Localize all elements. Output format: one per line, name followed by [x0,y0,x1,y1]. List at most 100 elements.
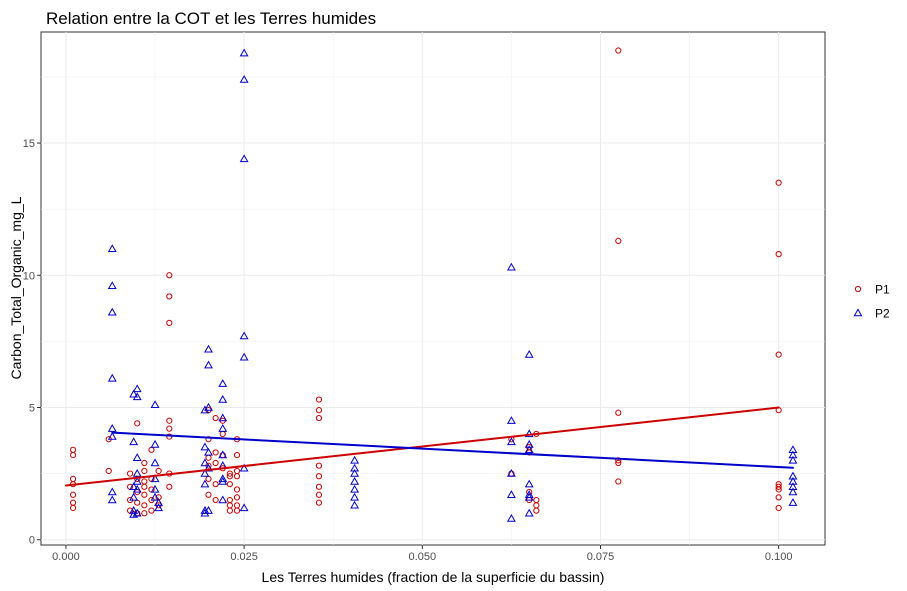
data-point [506,513,516,522]
data-point [775,179,782,186]
data-point [218,474,228,483]
data-point [524,429,534,438]
data-point [150,484,160,493]
data-point [107,487,117,496]
data-points [69,47,798,522]
x-tick-label: 0.000 [52,551,80,563]
data-point [132,453,142,461]
data-point [788,445,798,453]
data-point [150,439,160,448]
data-point [150,492,160,501]
data-point [204,463,213,472]
data-point [233,451,241,459]
data-point [239,352,249,361]
data-point [506,262,516,271]
data-point [775,483,782,490]
data-point [166,483,173,490]
data-point [150,400,160,409]
data-point [226,507,233,514]
data-point [226,473,233,480]
data-point [615,47,622,54]
data-point [107,495,117,504]
data-point [233,507,241,514]
data-point [788,455,798,464]
data-point [218,424,228,432]
data-point [212,481,219,488]
x-tick-label: 0.100 [765,551,793,563]
data-point [218,450,228,459]
legend-key [853,308,863,317]
data-point [107,307,117,316]
data-point [775,486,782,493]
legend-key [854,285,862,293]
data-point [788,471,798,480]
data-point [315,396,323,403]
data-point [315,499,323,506]
data-point [524,479,534,488]
data-point [132,476,142,485]
data-point [69,504,77,512]
data-point [233,473,241,480]
data-point [775,494,782,501]
data-point [239,74,249,83]
data-point [155,467,162,475]
data-point [788,498,798,506]
data-point [524,439,534,448]
data-point [615,409,622,416]
data-point [350,492,360,501]
data-point [524,350,534,358]
data-point [615,459,622,467]
data-point [105,467,112,475]
x-axis-title: Les Terres humides (fraction de la super… [262,569,605,585]
plot-panel [40,31,826,546]
data-point [506,468,516,477]
data-point [775,504,782,512]
data-point [200,442,210,451]
data-point [615,237,622,245]
data-point [506,416,516,424]
data-point [204,402,213,411]
data-point [204,360,213,369]
data-point [506,437,516,446]
y-tick-label: 5 [29,402,35,414]
data-point [239,503,249,512]
data-point [315,491,323,498]
data-point [775,251,782,258]
data-point [218,495,228,504]
data-point [218,476,228,485]
data-point [204,506,213,514]
data-point [239,463,249,472]
data-point [129,389,139,398]
data-point [788,482,798,491]
data-point [129,492,139,501]
data-point [200,458,210,467]
data-point [132,468,142,477]
data-point [166,319,173,326]
data-point [350,455,360,464]
data-point [226,481,233,488]
data-point [69,451,77,459]
y-tick-label: 15 [23,138,35,150]
data-point [205,491,212,498]
data-point [166,293,173,300]
data-point [129,506,139,514]
data-point [533,507,540,514]
data-point [212,496,219,504]
axes: 0.000 0.025 0.050 0.075 0.100 0 5 10 15 [23,138,793,563]
legend-item-p2: P2 [853,307,890,321]
data-point [506,490,516,498]
data-point [350,500,360,509]
data-point [315,473,323,480]
data-point [788,487,798,496]
data-point [233,486,241,493]
data-point [788,476,798,485]
data-point [134,420,141,427]
data-point [615,478,622,485]
data-point [129,437,139,446]
data-point [350,484,360,493]
data-point [141,467,148,475]
data-point [239,331,249,340]
data-point [315,462,323,469]
data-point [350,476,360,485]
legend-item-p1: P1 [854,283,890,297]
